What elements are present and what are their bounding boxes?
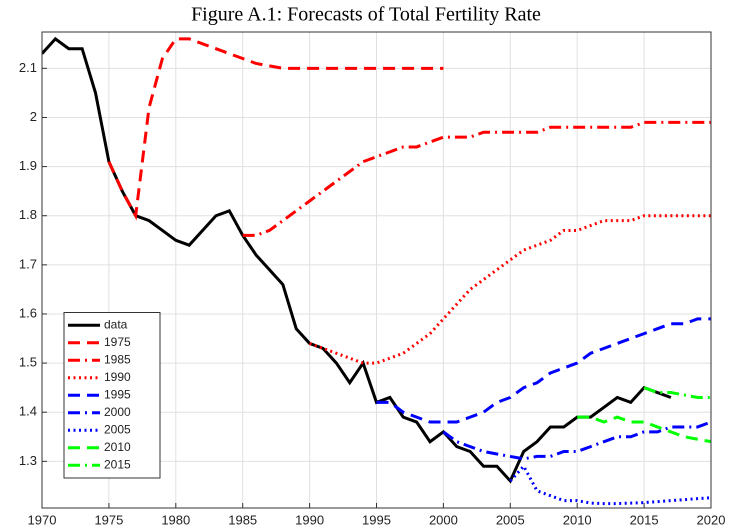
y-tick-label: 1.5 (19, 355, 37, 370)
series-line (509, 463, 711, 506)
series-line (107, 37, 444, 221)
x-tick-label: 2005 (496, 512, 525, 527)
y-tick-label: 1.9 (19, 158, 37, 173)
x-tick-label: 1975 (94, 512, 123, 527)
series-line (577, 415, 711, 444)
legend-label: 2010 (104, 440, 131, 454)
legend-label: 2000 (104, 405, 131, 419)
x-tick-label: 1990 (295, 512, 324, 527)
plot-frame (41, 31, 712, 509)
x-tick-label: 1995 (362, 512, 391, 527)
legend-label: 1990 (104, 370, 131, 384)
series-line (242, 120, 711, 237)
y-tick-label: 1.7 (19, 256, 37, 271)
series-line (42, 36, 672, 484)
series-line (643, 386, 711, 399)
legend-label: data (104, 317, 128, 331)
x-tick-label: 1985 (228, 512, 257, 527)
series-line (376, 317, 711, 424)
x-tick-label: 2020 (697, 512, 726, 527)
legend-label: 2005 (104, 422, 131, 436)
y-tick-label: 1.8 (19, 207, 37, 222)
y-tick-label: 1.3 (19, 453, 37, 468)
legend-label: 1985 (104, 352, 131, 366)
y-tick-label: 1.6 (19, 305, 37, 320)
chart-title: Figure A.1: Forecasts of Total Fertility… (191, 4, 541, 26)
x-tick-label: 1980 (161, 512, 190, 527)
x-tick-label: 2010 (563, 512, 592, 527)
legend-label: 1995 (104, 387, 131, 401)
legend-label: 2015 (104, 457, 131, 471)
series-line (442, 420, 711, 461)
y-tick-label: 2 (30, 109, 37, 124)
x-tick-label: 2015 (630, 512, 659, 527)
x-tick-label: 1970 (28, 512, 57, 527)
y-tick-label: 1.4 (19, 404, 37, 419)
x-tick-label: 2000 (429, 512, 458, 527)
legend-label: 1975 (104, 335, 131, 349)
series-line (309, 214, 711, 365)
y-tick-label: 2.1 (19, 60, 37, 75)
